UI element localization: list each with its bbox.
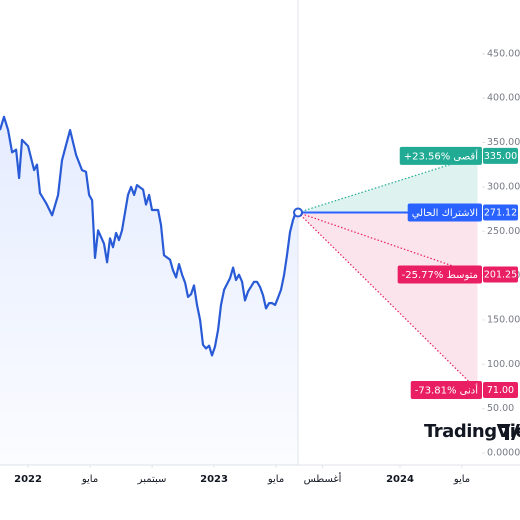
y-tick-label: 50.00 xyxy=(487,403,514,414)
x-tick-label: مايو xyxy=(267,474,284,485)
y-tick-label: 250.00 xyxy=(487,226,520,237)
value-tag-text: 335.00 xyxy=(484,151,517,162)
x-tick-label: مايو xyxy=(81,474,98,485)
forecast-label: -73.81% أدنى xyxy=(415,384,478,397)
value-tag-text: 271.12 xyxy=(484,208,517,219)
value-tag xyxy=(483,147,518,164)
x-tick-label: سبتمبر xyxy=(137,474,167,485)
y-tick-label: 400.00 xyxy=(487,93,520,104)
forecast-label-box xyxy=(397,265,482,284)
forecast-label-box xyxy=(407,203,482,222)
x-tick-label: 2024 xyxy=(386,474,414,485)
price-area xyxy=(0,116,298,466)
y-tick-label: 100.00 xyxy=(487,359,520,370)
forecast-line xyxy=(297,212,478,391)
y-tick-label: 150.00 xyxy=(487,314,520,325)
last-point xyxy=(293,207,304,218)
x-tick-label: مايو xyxy=(453,474,470,485)
logo xyxy=(500,424,520,440)
forecast-label: -25.77% متوسط xyxy=(402,270,478,281)
forecast-label-box xyxy=(410,381,482,400)
value-tag xyxy=(483,204,518,221)
watermark: TradingView xyxy=(424,421,520,442)
y-tick-label: 0.0000 xyxy=(487,448,520,459)
forecast-label: +23.56% أقصى xyxy=(404,149,478,162)
y-tick-label: 450.00 xyxy=(487,48,520,59)
y-tick-label: 350.00 xyxy=(487,137,520,148)
x-tick-label: 2023 xyxy=(200,474,228,485)
y-tick-label: 300.00 xyxy=(487,181,520,192)
value-tag-text: 201.25 xyxy=(484,270,517,281)
x-tick-label: أغسطس xyxy=(304,472,342,485)
value-tag-text: 71.00 xyxy=(487,385,514,396)
logo-icon xyxy=(500,424,520,440)
forecast-line xyxy=(297,211,478,276)
x-tick-label: 2022 xyxy=(14,474,42,485)
value-tag xyxy=(483,266,518,283)
forecast-label: الاشتراك الحالي xyxy=(412,208,478,219)
value-tag xyxy=(483,382,518,399)
price-line xyxy=(0,115,299,357)
forecast-label-box xyxy=(399,146,482,165)
